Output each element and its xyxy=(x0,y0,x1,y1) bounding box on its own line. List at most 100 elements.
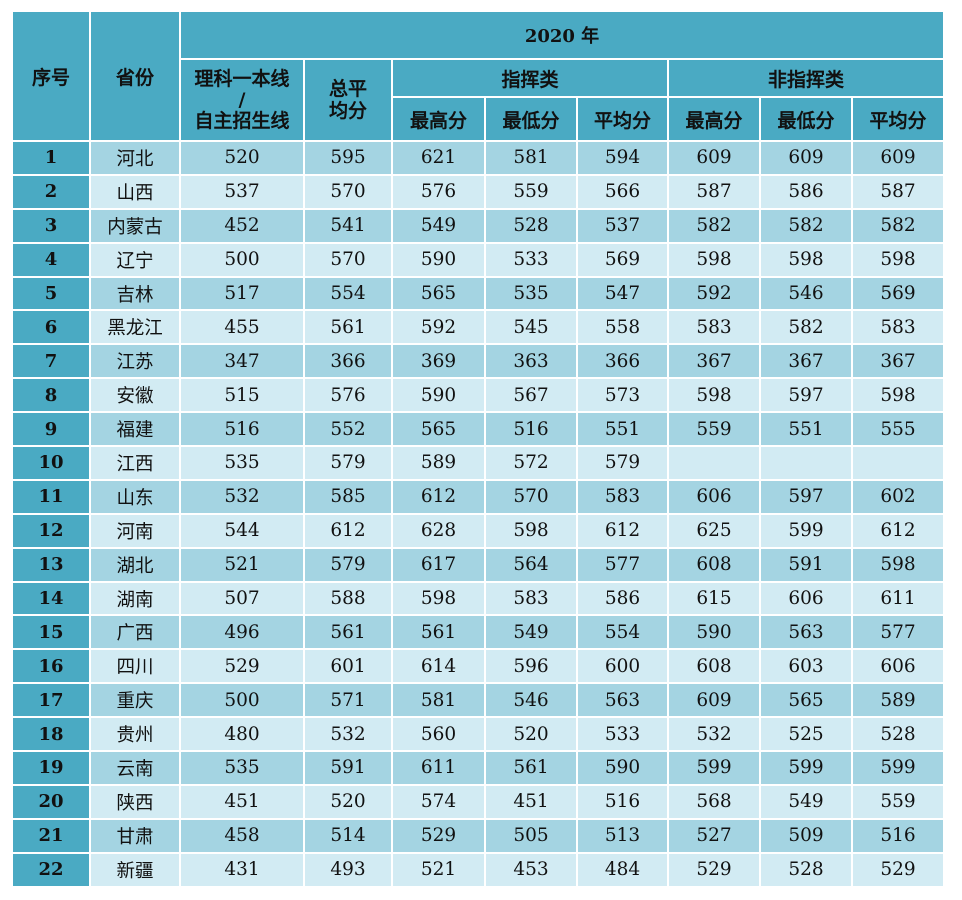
table-row: 10 江西 535 579 589 572 579 xyxy=(11,445,945,481)
row-index: 7 xyxy=(11,343,91,380)
noncommand-avg-cell: 598 xyxy=(851,241,945,278)
command-max-cell: 621 xyxy=(391,140,486,176)
command-avg-cell: 516 xyxy=(576,783,669,820)
command-min-cell: 564 xyxy=(484,546,578,583)
command-max-cell: 561 xyxy=(391,614,486,651)
noncommand-avg-cell: 589 xyxy=(851,682,945,719)
table-row: 8 安徽 515 576 590 567 573 598 597 598 xyxy=(11,377,945,414)
province-cell: 福建 xyxy=(89,411,181,448)
command-avg-cell: 558 xyxy=(576,309,669,346)
total-avg-cell: 601 xyxy=(303,648,393,685)
noncommand-avg-cell: 598 xyxy=(851,546,945,583)
command-max-cell: 549 xyxy=(391,207,486,244)
table-row: 7 江苏 347 366 369 363 366 367 367 367 xyxy=(11,343,945,380)
line-cell: 515 xyxy=(179,377,305,414)
noncommand-avg-cell: 367 xyxy=(851,343,945,380)
noncommand-min-cell: 509 xyxy=(759,817,853,854)
command-max-cell: 581 xyxy=(391,682,486,719)
table-body: 1 河北 520 595 621 581 594 609 609 609 2 山西 537 570 576 5… xyxy=(11,140,945,888)
line-cell: 532 xyxy=(179,478,305,515)
noncommand-avg-cell: 583 xyxy=(851,309,945,346)
command-max-cell: 611 xyxy=(391,750,486,786)
table-row: 18 贵州 480 532 560 520 533 532 525 528 xyxy=(11,716,945,753)
command-avg-cell: 586 xyxy=(576,580,669,617)
noncommand-min-cell: 597 xyxy=(759,377,853,414)
command-max-cell: 590 xyxy=(391,241,486,278)
header-line-top: 理科一本线 xyxy=(194,68,290,90)
command-max-cell: 565 xyxy=(391,275,486,312)
row-index: 12 xyxy=(11,512,91,549)
command-min-cell: 581 xyxy=(484,140,578,176)
header-total-avg-2: 均分 xyxy=(328,100,367,122)
command-max-cell: 589 xyxy=(391,445,486,481)
noncommand-avg-cell: 577 xyxy=(851,614,945,651)
score-table: 序号 省份 2020 年 理科一本线 / 自主招生线 总平 均分 指挥类 非指挥… xyxy=(11,10,945,888)
row-index: 8 xyxy=(11,377,91,414)
noncommand-max-cell xyxy=(667,445,761,481)
noncommand-min-cell: 582 xyxy=(759,309,853,346)
command-avg-cell: 612 xyxy=(576,512,669,549)
command-min-cell: 549 xyxy=(484,614,578,651)
province-cell: 四川 xyxy=(89,648,181,685)
line-cell: 347 xyxy=(179,343,305,380)
row-index: 11 xyxy=(11,478,91,515)
line-cell: 431 xyxy=(179,851,305,888)
noncommand-min-cell: 586 xyxy=(759,173,853,210)
command-min-cell: 516 xyxy=(484,411,578,448)
total-avg-cell: 570 xyxy=(303,241,393,278)
row-index: 4 xyxy=(11,241,91,278)
command-min-cell: 505 xyxy=(484,817,578,854)
total-avg-cell: 571 xyxy=(303,682,393,719)
header-noncommand-min: 最低分 xyxy=(759,96,853,142)
total-avg-cell: 561 xyxy=(303,614,393,651)
table-row: 1 河北 520 595 621 581 594 609 609 609 xyxy=(11,140,945,176)
command-avg-cell: 573 xyxy=(576,377,669,414)
row-index: 16 xyxy=(11,648,91,685)
noncommand-avg-cell: 609 xyxy=(851,140,945,176)
table-row: 17 重庆 500 571 581 546 563 609 565 589 xyxy=(11,682,945,719)
noncommand-max-cell: 367 xyxy=(667,343,761,380)
command-avg-cell: 551 xyxy=(576,411,669,448)
row-index: 20 xyxy=(11,783,91,820)
total-avg-cell: 514 xyxy=(303,817,393,854)
province-cell: 湖南 xyxy=(89,580,181,617)
header-total-avg: 总平 均分 xyxy=(303,58,393,142)
table-row: 2 山西 537 570 576 559 566 587 586 587 xyxy=(11,173,945,210)
header-province: 省份 xyxy=(89,10,181,142)
line-cell: 544 xyxy=(179,512,305,549)
province-cell: 新疆 xyxy=(89,851,181,888)
total-avg-cell: 493 xyxy=(303,851,393,888)
table-row: 6 黑龙江 455 561 592 545 558 583 582 583 xyxy=(11,309,945,346)
noncommand-min-cell: 603 xyxy=(759,648,853,685)
noncommand-max-cell: 608 xyxy=(667,648,761,685)
province-cell: 湖北 xyxy=(89,546,181,583)
row-index: 14 xyxy=(11,580,91,617)
noncommand-avg-cell: 602 xyxy=(851,478,945,515)
command-max-cell: 576 xyxy=(391,173,486,210)
province-cell: 陕西 xyxy=(89,783,181,820)
noncommand-avg-cell: 587 xyxy=(851,173,945,210)
noncommand-max-cell: 625 xyxy=(667,512,761,549)
noncommand-avg-cell: 612 xyxy=(851,512,945,549)
table-row: 11 山东 532 585 612 570 583 606 597 602 xyxy=(11,478,945,515)
command-min-cell: 545 xyxy=(484,309,578,346)
table-row: 16 四川 529 601 614 596 600 608 603 606 xyxy=(11,648,945,685)
header-line: 理科一本线 / 自主招生线 xyxy=(179,58,305,142)
header-line-bottom: 自主招生线 xyxy=(194,110,290,132)
command-avg-cell: 579 xyxy=(576,445,669,481)
command-max-cell: 529 xyxy=(391,817,486,854)
noncommand-avg-cell: 611 xyxy=(851,580,945,617)
header-non-command: 非指挥类 xyxy=(667,58,945,98)
line-cell: 520 xyxy=(179,140,305,176)
noncommand-max-cell: 582 xyxy=(667,207,761,244)
command-max-cell: 614 xyxy=(391,648,486,685)
command-avg-cell: 590 xyxy=(576,750,669,786)
row-index: 5 xyxy=(11,275,91,312)
table-header: 序号 省份 2020 年 理科一本线 / 自主招生线 总平 均分 指挥类 非指挥… xyxy=(11,10,945,142)
command-max-cell: 574 xyxy=(391,783,486,820)
row-index: 10 xyxy=(11,445,91,481)
command-avg-cell: 563 xyxy=(576,682,669,719)
noncommand-max-cell: 598 xyxy=(667,241,761,278)
total-avg-cell: 579 xyxy=(303,445,393,481)
noncommand-avg-cell: 559 xyxy=(851,783,945,820)
